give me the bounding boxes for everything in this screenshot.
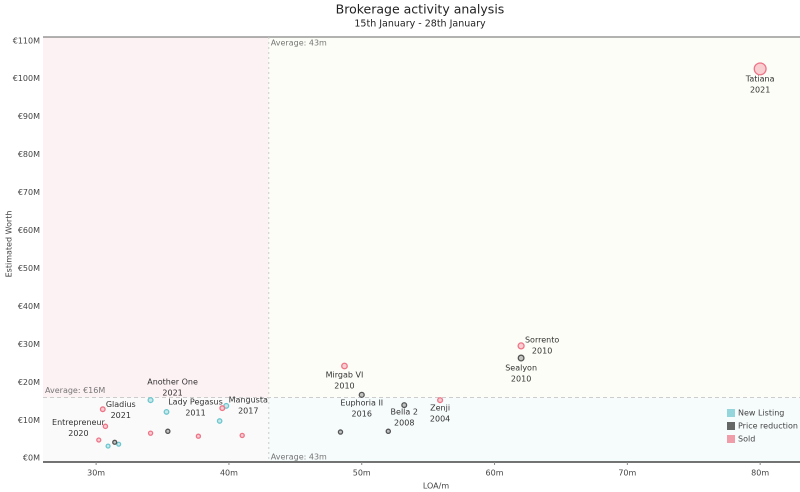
point-name: Tatiana (745, 74, 775, 83)
legend-swatch (727, 435, 735, 443)
point (517, 354, 525, 362)
point-year: 2016 (352, 409, 372, 418)
y-tick-label: €10M (18, 416, 40, 425)
point-name: Entrepreneur (52, 418, 105, 427)
point (239, 432, 245, 439)
x-tick-label: 60m (486, 469, 504, 478)
point-year: 2021 (750, 85, 770, 94)
x-tick-label: 50m (353, 469, 371, 478)
point-name: Sealyon (505, 364, 537, 373)
point-year: 2011 (185, 408, 205, 417)
y-tick-label: €30M (18, 340, 40, 349)
quadrant (43, 397, 269, 462)
point (341, 362, 348, 370)
point (116, 441, 122, 447)
legend-swatch (727, 409, 735, 417)
legend-label: New Listing (738, 409, 784, 418)
point (112, 439, 118, 445)
point (105, 443, 111, 449)
legend-swatch (727, 422, 735, 430)
point-name: Euphoria II (340, 398, 383, 407)
point-name: Bella 2 (391, 408, 418, 417)
point (219, 405, 226, 412)
legend-label: Sold (738, 435, 755, 444)
point-year: 2008 (394, 419, 414, 428)
chart-title: Brokerage activity analysis (336, 2, 505, 17)
y-tick-label: €40M (18, 302, 40, 311)
point (102, 423, 109, 430)
point (147, 397, 154, 404)
point-year: 2021 (162, 389, 182, 398)
average-label: Average: 43m (271, 39, 327, 48)
point (99, 406, 106, 413)
y-tick-label: €100M (13, 74, 40, 83)
point-name: Another One (147, 378, 198, 387)
y-axis-title: Estimated Worth (5, 211, 14, 278)
quadrant (43, 37, 269, 398)
point-year: 2017 (238, 406, 258, 415)
point-name: Lady Pegasus (168, 397, 223, 406)
x-tick-label: 30m (87, 469, 105, 478)
y-tick-label: €90M (18, 112, 40, 121)
point-year: 2010 (334, 381, 354, 390)
point-name: Zenji (430, 404, 450, 413)
point (96, 437, 102, 443)
point (401, 402, 408, 409)
point-year: 2021 (111, 411, 131, 420)
y-tick-label: €110M (13, 36, 40, 45)
point-year: 2010 (511, 375, 531, 384)
point-year: 2020 (68, 429, 88, 438)
point (358, 391, 365, 398)
chart-subtitle: 15th January - 28th January (354, 19, 486, 30)
y-tick-label: €80M (18, 150, 40, 159)
point-name: Sorrento (525, 335, 559, 344)
point (385, 428, 392, 434)
average-label: Average: 43m (271, 453, 327, 462)
quadrant (268, 397, 800, 462)
average-label: Average: €16M (45, 386, 105, 395)
point (195, 433, 202, 439)
point-year: 2010 (532, 346, 552, 355)
quadrant (268, 37, 800, 398)
point (216, 418, 223, 424)
y-tick-label: €20M (18, 378, 40, 387)
point-year: 2004 (430, 415, 450, 424)
y-tick-label: €50M (18, 264, 40, 273)
x-tick-label: 70m (618, 469, 636, 478)
y-tick-label: €60M (18, 226, 40, 235)
point-name: Mirgab VI (326, 370, 364, 379)
point (753, 62, 767, 76)
point (147, 430, 154, 436)
y-tick-label: €70M (18, 188, 40, 197)
point (337, 429, 344, 435)
point-name: Mangusta (229, 395, 268, 404)
x-axis-title: LOA/m (423, 482, 449, 491)
y-tick-label: €0M (23, 454, 40, 463)
point-name: Gladius (106, 400, 136, 409)
x-tick-label: 80m (751, 469, 769, 478)
plot-background (43, 37, 800, 462)
point (163, 408, 170, 415)
point (437, 397, 444, 404)
point (517, 342, 525, 350)
x-tick-label: 40m (220, 469, 238, 478)
point (165, 428, 171, 434)
legend-label: Price reduction (738, 422, 798, 431)
